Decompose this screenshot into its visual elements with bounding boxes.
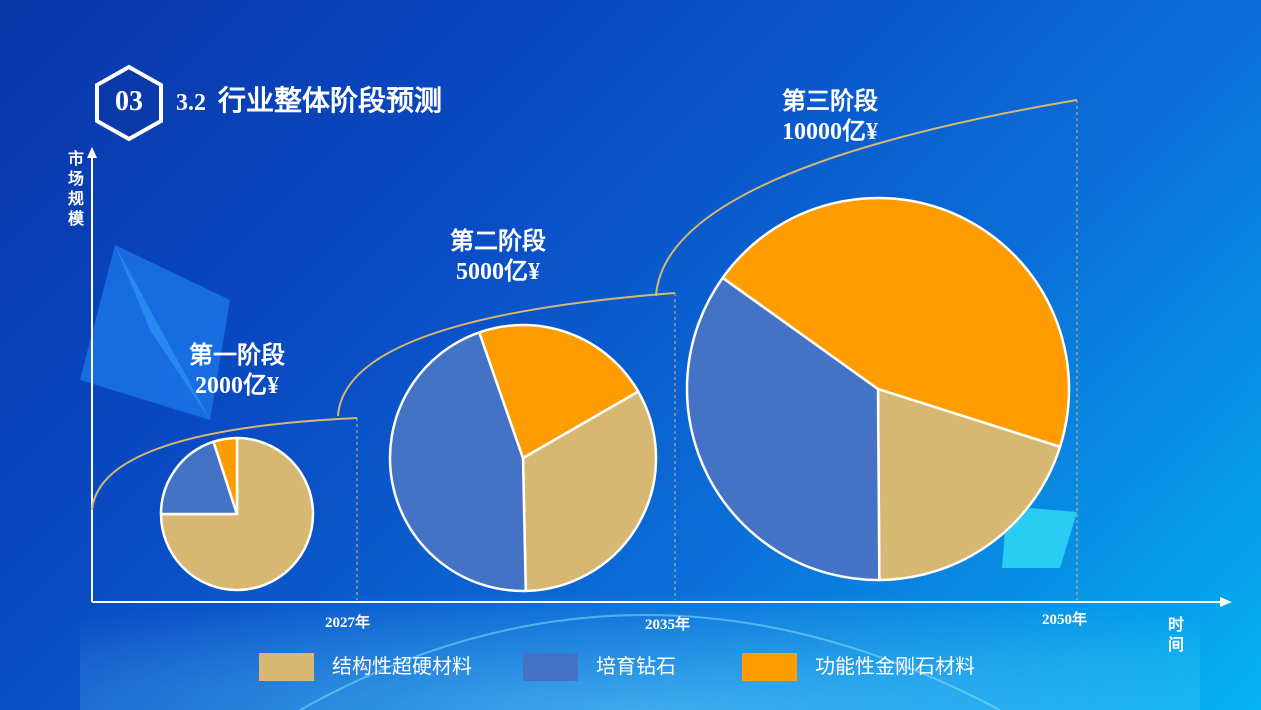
pie-3-slice-3 bbox=[721, 196, 1071, 449]
section-badge-number: 03 bbox=[115, 86, 143, 117]
legend-label: 结构性超硬材料 bbox=[332, 656, 472, 678]
section-badge-hexagon bbox=[95, 64, 163, 142]
legend-swatch bbox=[259, 653, 314, 681]
legend-label: 功能性金刚石材料 bbox=[815, 656, 975, 678]
stage-2-value: 5000亿¥ bbox=[456, 259, 540, 285]
legend-item-functional: 功能性金刚石材料 bbox=[742, 653, 975, 681]
section-number: 3.2 bbox=[176, 90, 206, 116]
pie-1-slice-1 bbox=[159, 436, 315, 592]
decor-crystal-face bbox=[115, 245, 210, 420]
legend-item-lab-diamond: 培育钻石 bbox=[523, 653, 676, 681]
y-axis-arrow bbox=[87, 147, 97, 158]
legend-item-structural: 结构性超硬材料 bbox=[259, 653, 472, 681]
growth-curve-3 bbox=[655, 99, 1078, 297]
y-axis-label: 市场规模 bbox=[68, 151, 85, 228]
x-tick-2027: 2027年 bbox=[325, 615, 371, 631]
stage-1-name: 第一阶段 bbox=[189, 342, 285, 369]
stage-3-value: 10000亿¥ bbox=[782, 119, 878, 145]
growth-curve-1 bbox=[91, 417, 358, 511]
stage-3-label: 第三阶段 10000亿¥ bbox=[750, 86, 910, 148]
growth-curve-2 bbox=[337, 292, 676, 417]
stage-1-value: 2000亿¥ bbox=[195, 373, 279, 399]
globe-arc bbox=[299, 614, 1001, 710]
legend-swatch bbox=[523, 653, 578, 681]
x-axis-arrow bbox=[1220, 597, 1232, 607]
x-axis-label: 时间 bbox=[1168, 617, 1185, 654]
stage-2-label: 第二阶段 5000亿¥ bbox=[418, 226, 578, 288]
legend-swatch bbox=[742, 653, 797, 681]
x-tick-2050: 2050年 bbox=[1042, 612, 1088, 628]
pie-1-slice-2 bbox=[159, 440, 239, 516]
x-tick-2035: 2035年 bbox=[645, 617, 691, 633]
stage-3-name: 第三阶段 bbox=[782, 88, 878, 115]
pie-group bbox=[159, 196, 1071, 593]
pie-2-slice-2 bbox=[388, 331, 528, 593]
title-text: 行业整体阶段预测 bbox=[218, 85, 443, 116]
pie-1-slice-3 bbox=[212, 436, 239, 516]
page-title: 3.2 行业整体阶段预测 bbox=[176, 84, 442, 120]
pie-3-slice-1 bbox=[876, 387, 1062, 582]
stage-2-name: 第二阶段 bbox=[450, 228, 546, 255]
pie-3-slice-2 bbox=[685, 276, 881, 582]
pie-2-slice-3 bbox=[478, 323, 640, 460]
pie-2-slice-1 bbox=[521, 390, 658, 593]
decor-cube bbox=[1002, 508, 1077, 568]
legend-label: 培育钻石 bbox=[596, 656, 676, 678]
stage-1-label: 第一阶段 2000亿¥ bbox=[157, 340, 317, 402]
